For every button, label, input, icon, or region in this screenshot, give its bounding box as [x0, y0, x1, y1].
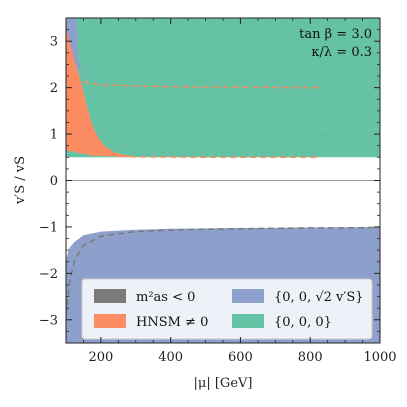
region-green	[66, 45, 380, 158]
legend-label-tachyonic: m²as < 0	[136, 290, 195, 305]
legend-swatch-tachyonic	[94, 289, 126, 303]
x-tick-label: 800	[298, 350, 323, 365]
annotation-kappa-lambda: κ/λ = 0.3	[311, 45, 372, 60]
dashed-line-2	[90, 154, 321, 159]
annotation-box: tan β = 3.0 κ/λ = 0.3	[299, 27, 372, 60]
x-tick-label: 1000	[363, 350, 396, 365]
legend-swatch-green	[232, 314, 264, 328]
legend-box	[81, 278, 373, 340]
x-tick-label: 600	[228, 350, 253, 365]
y-tick-label: 3	[50, 35, 58, 50]
y-tick-label: 0	[50, 174, 58, 189]
region-nsm	[66, 27, 136, 158]
legend-label-blue: {0, 0, √2 v′S}	[274, 290, 364, 305]
dashed-line-1	[66, 70, 321, 89]
x-tick-label: 400	[158, 350, 183, 365]
legend: m²as < 0 {0, 0, √2 v′S} HNSM ≠ 0 {0, 0, 0}	[81, 278, 373, 340]
legend-swatch-nsm	[94, 314, 126, 328]
axis-tick-labels: 200 400 600 800 1000 −3 −2 −1 0 1 2 3	[39, 35, 397, 365]
x-axis-label: |μ| [GeV]	[194, 376, 253, 391]
plot-dashed-lines	[66, 70, 380, 316]
annotation-tanbeta: tan β = 3.0	[299, 27, 372, 42]
y-tick-label: 2	[50, 81, 58, 96]
y-tick-label: −2	[39, 267, 58, 282]
legend-label-green: {0, 0, 0}	[274, 315, 332, 330]
axis-ticks	[66, 17, 381, 344]
y-tick-label: 1	[50, 128, 58, 143]
x-tick-label: 200	[88, 350, 113, 365]
y-axis-label: v′S / vS	[13, 156, 28, 205]
dashed-line-3	[66, 226, 380, 316]
y-tick-label: −1	[39, 220, 58, 235]
y-tick-label: −3	[39, 313, 58, 328]
legend-swatch-blue	[232, 289, 264, 303]
legend-label-nsm: HNSM ≠ 0	[136, 315, 208, 330]
region-green-top	[76, 18, 380, 130]
